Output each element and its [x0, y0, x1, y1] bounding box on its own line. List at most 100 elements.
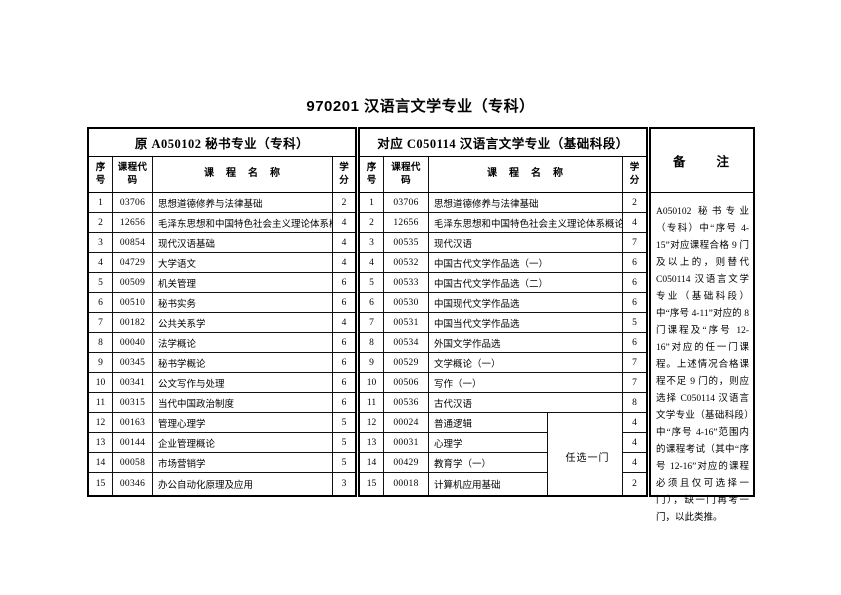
credit-cell: 5 — [333, 413, 355, 433]
table-row: 4 04729 大学语文 4 — [89, 253, 355, 273]
table-row: 6 00530 中国现代文学作品选 6 — [360, 293, 646, 313]
course-name-cell: 市场营销学 — [153, 453, 333, 473]
course-code-cell: 00510 — [113, 293, 153, 313]
course-name-cell: 思想道德修养与法律基础 — [153, 193, 333, 213]
course-name-cell: 外国文学作品选 — [429, 333, 623, 353]
seq-header: 序号 — [360, 157, 384, 192]
course-name-cell: 机关管理 — [153, 273, 333, 293]
credit-cell: 5 — [333, 453, 355, 473]
course-code-cell: 00031 — [384, 433, 429, 453]
course-code-cell: 00018 — [384, 473, 429, 495]
course-code-cell: 00163 — [113, 413, 153, 433]
course-code-cell: 00024 — [384, 413, 429, 433]
left-section-title: 原 A050102 秘书专业（专科） — [89, 129, 355, 157]
course-code-header: 课程代码 — [113, 157, 153, 192]
course-name-cell: 现代汉语 — [429, 233, 623, 253]
right-column-header: 序号 课程代码 课 程 名 称 学分 — [360, 157, 646, 193]
course-code-cell: 00530 — [384, 293, 429, 313]
course-name-cell: 公文写作与处理 — [153, 373, 333, 393]
table-row: 7 00182 公共关系学 4 — [89, 313, 355, 333]
seq-cell: 15 — [89, 473, 113, 495]
credit-cell: 3 — [341, 479, 347, 489]
elective-span-cell — [548, 433, 623, 453]
course-code-cell: 00346 — [113, 473, 153, 495]
seq-cell: 14 — [89, 453, 113, 473]
right-section-title: 对应 C050114 汉语言文学专业（基础科段） — [360, 129, 646, 157]
course-name-cell: 办公自动化原理及应用 — [153, 473, 333, 495]
remarks-panel: 备 注 A050102 秘书专业（专科）中“序号 4-15”对应课程合格 9 门… — [649, 127, 755, 523]
course-code-cell: 00341 — [113, 373, 153, 393]
credit-cell: 6 — [623, 333, 646, 353]
course-code-cell: 00534 — [384, 333, 429, 353]
course-code-cell: 00058 — [113, 453, 153, 473]
seq-cell: 13 — [360, 433, 384, 453]
course-code-cell: 12656 — [113, 213, 153, 233]
course-code-header: 课程代码 — [384, 157, 429, 192]
table-row: 14 00058 市场营销学 5 — [89, 453, 355, 473]
credit-cell: 5 — [623, 313, 646, 333]
credit-cell: 6 — [333, 393, 355, 413]
seq-cell: 6 — [360, 293, 384, 313]
course-code-cell: 00506 — [384, 373, 429, 393]
seq-cell: 13 — [89, 433, 113, 453]
course-name-cell: 毛泽东思想和中国特色社会主义理论体系概论 — [153, 213, 333, 233]
credit-cell: 7 — [623, 233, 646, 253]
seq-cell: 4 — [360, 253, 384, 273]
course-name-cell: 教育学（一） — [429, 453, 548, 473]
seq-cell: 12 — [89, 413, 113, 433]
elective-span-cell — [548, 473, 623, 495]
table-row: 5 00509 机关管理 6 — [89, 273, 355, 293]
course-code-cell: 00532 — [384, 253, 429, 273]
table-row: 6 00510 秘书实务 6 — [89, 293, 355, 313]
seq-cell: 7 — [360, 313, 384, 333]
corresponding-major-table: 对应 C050114 汉语言文学专业（基础科段） 序号 课程代码 课 程 名 称… — [358, 127, 648, 497]
remarks-header: 备 注 — [651, 129, 753, 193]
seq-cell: 9 — [89, 353, 113, 373]
course-name-cell: 古代汉语 — [429, 393, 623, 413]
course-name-cell: 写作（一） — [429, 373, 623, 393]
table-row: 3 00854 现代汉语基础 4 — [89, 233, 355, 253]
table-row: 9 00345 秘书学概论 6 — [89, 353, 355, 373]
course-code-cell: 00509 — [113, 273, 153, 293]
seq-cell: 1 — [360, 193, 384, 213]
table-row: 11 00315 当代中国政治制度 6 — [89, 393, 355, 413]
left-table-rows: 1 03706 思想道德修养与法律基础 2 2 12656 毛泽东思想和中国特色… — [89, 193, 355, 495]
credit-cell: 4 — [623, 433, 646, 453]
table-row: 9 00529 文学概论（一） 7 — [360, 353, 646, 373]
credit-cell: 6 — [333, 373, 355, 393]
seq-cell: 15 — [360, 473, 384, 495]
course-name-cell: 心理学 — [429, 433, 548, 453]
course-name-cell: 现代汉语基础 — [153, 233, 333, 253]
table-row: 12 00024 普通逻辑 4 — [360, 413, 646, 433]
credit-cell: 5 — [333, 433, 355, 453]
course-name-cell: 思想道德修养与法律基础 — [429, 193, 623, 213]
table-row: 10 00506 写作（一） 7 — [360, 373, 646, 393]
course-name-cell: 中国现代文学作品选 — [429, 293, 623, 313]
table-row: 15 00018 计算机应用基础 2 — [360, 473, 646, 495]
credit-cell: 7 — [623, 373, 646, 393]
course-code-cell: 00529 — [384, 353, 429, 373]
course-name-cell: 中国当代文学作品选 — [429, 313, 623, 333]
credit-cell: 2 — [333, 193, 355, 213]
seq-cell: 4 — [89, 253, 113, 273]
seq-cell: 11 — [89, 393, 113, 413]
seq-cell: 10 — [360, 373, 384, 393]
seq-cell: 5 — [89, 273, 113, 293]
course-code-cell: 00854 — [113, 233, 153, 253]
course-name-cell: 毛泽东思想和中国特色社会主义理论体系概论 — [429, 213, 623, 233]
seq-cell: 10 — [89, 373, 113, 393]
course-code-cell: 00535 — [384, 233, 429, 253]
credit-cell: 4 — [333, 253, 355, 273]
credit-cell: 8 — [623, 393, 646, 413]
table-row: 8 00040 法学概论 6 — [89, 333, 355, 353]
course-code-cell: 12656 — [384, 213, 429, 233]
elective-span-cell — [548, 413, 623, 433]
course-name-cell: 公共关系学 — [153, 313, 333, 333]
original-major-table: 原 A050102 秘书专业（专科） 序号 课程代码 课 程 名 称 学分 1 … — [87, 127, 357, 497]
seq-cell: 9 — [360, 353, 384, 373]
page-title: 970201 汉语言文学专业（专科） — [306, 98, 535, 115]
table-row: 5 00533 中国古代文学作品选（二） 6 — [360, 273, 646, 293]
seq-cell: 5 — [360, 273, 384, 293]
table-row: 2 12656 毛泽东思想和中国特色社会主义理论体系概论 4 — [89, 213, 355, 233]
seq-cell: 7 — [89, 313, 113, 333]
